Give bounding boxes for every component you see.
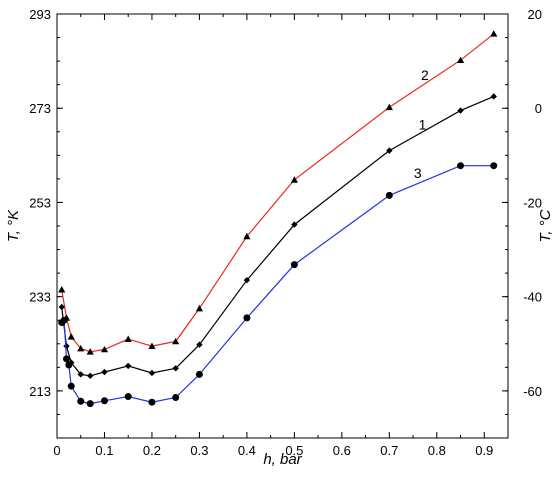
y-tick-label-left: 253 <box>29 195 51 210</box>
series-point-1 <box>125 362 132 370</box>
y-tick-label-left: 293 <box>29 7 51 22</box>
series-point-3 <box>65 361 73 369</box>
series-point-1 <box>77 371 84 378</box>
series-point-3 <box>86 400 94 408</box>
series-point-2 <box>58 286 66 293</box>
series-point-2 <box>243 232 251 240</box>
series-point-2 <box>86 348 94 355</box>
series-point-2 <box>124 335 132 342</box>
series-point-3 <box>195 370 203 378</box>
series-line-2 <box>61 33 495 353</box>
series-point-2 <box>77 344 85 352</box>
y-tick-label-right: -60 <box>523 384 542 399</box>
series-point-3 <box>60 316 68 324</box>
series-point-3 <box>243 314 251 322</box>
series-point-1 <box>457 107 464 114</box>
x-tick-label: 0.5 <box>285 443 303 458</box>
series-label-3: 3 <box>414 165 422 181</box>
series-label-1: 1 <box>419 116 427 132</box>
series-line-3 <box>61 165 494 405</box>
series-point-3 <box>385 191 393 199</box>
y-axis-title-left: T, °K <box>5 209 22 242</box>
series-point-2 <box>148 342 156 350</box>
x-tick-label: 0 <box>53 443 60 458</box>
series-point-3 <box>124 393 132 401</box>
series-point-3 <box>62 355 70 363</box>
y-tick-label-left: 233 <box>29 290 51 305</box>
series-point-3 <box>290 261 298 269</box>
series-point-1 <box>196 341 203 348</box>
series-point-1 <box>386 147 393 154</box>
series-label-2: 2 <box>421 67 429 83</box>
series-point-3 <box>100 397 108 405</box>
y-tick-label-right: -20 <box>523 195 542 210</box>
series-point-3 <box>67 382 75 390</box>
series-point-1 <box>63 342 70 350</box>
y-tick-label-left: 213 <box>29 384 51 399</box>
series-line-1 <box>61 95 495 377</box>
x-tick-label: 0.9 <box>475 443 493 458</box>
x-tick-label: 0.6 <box>333 443 351 458</box>
x-axis-title: h, bar <box>263 451 302 468</box>
series-point-1 <box>291 221 298 228</box>
series-point-2 <box>385 103 393 111</box>
y-tick-label-right: 0 <box>535 101 542 116</box>
series-point-1 <box>243 276 251 284</box>
series-point-1 <box>172 365 179 372</box>
series-point-2 <box>490 30 498 37</box>
series-point-3 <box>490 162 498 170</box>
series-point-1 <box>148 369 156 377</box>
series-point-2 <box>456 56 465 64</box>
series-point-1 <box>101 368 108 376</box>
series-point-2 <box>172 337 180 345</box>
y-tick-label-left: 273 <box>29 101 51 116</box>
series-point-1 <box>87 372 94 380</box>
series-point-2 <box>290 176 298 183</box>
series-point-3 <box>148 398 156 406</box>
plot-frame <box>56 13 509 439</box>
x-tick-label: 0.2 <box>143 443 161 458</box>
series-point-2 <box>195 304 204 312</box>
x-tick-label: 0.1 <box>95 443 113 458</box>
y-tick-label-right: 20 <box>528 7 542 22</box>
series-point-3 <box>77 397 85 405</box>
y-axis-title-right: T, °C <box>537 209 554 242</box>
series-point-1 <box>490 93 497 100</box>
series-point-2 <box>100 345 109 353</box>
x-tick-label: 0.8 <box>428 443 446 458</box>
series-point-3 <box>172 393 180 401</box>
series-point-2 <box>67 333 75 340</box>
y-tick-label-right: -40 <box>523 290 542 305</box>
x-tick-label: 0.4 <box>238 443 256 458</box>
series-point-1 <box>58 303 65 311</box>
series-point-3 <box>457 162 465 170</box>
x-tick-label: 0.7 <box>380 443 398 458</box>
x-tick-label: 0.3 <box>190 443 208 458</box>
